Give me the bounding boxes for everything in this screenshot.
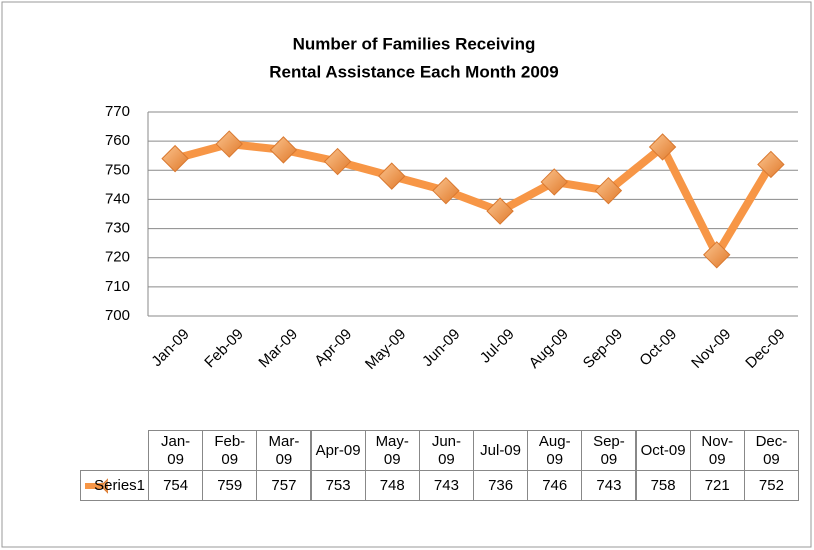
y-tick-label: 750: [105, 161, 130, 178]
y-tick-label: 740: [105, 190, 130, 207]
table-header: Feb-09: [202, 430, 258, 471]
data-point: [378, 162, 406, 190]
table-header: Oct-09: [635, 430, 691, 471]
table-value: 736: [473, 470, 529, 501]
table-value: 753: [310, 470, 366, 501]
y-tick-label: 700: [105, 307, 130, 324]
data-point: [703, 241, 731, 269]
data-point: [432, 176, 460, 205]
data-point: [215, 130, 243, 158]
y-tick-label: 760: [105, 132, 130, 149]
table-value: 743: [418, 470, 474, 501]
table-value: 759: [202, 470, 258, 501]
table-value: 721: [689, 470, 745, 501]
table-header: Jul-09: [473, 430, 529, 471]
table-legend: Series1: [80, 470, 149, 501]
data-point: [594, 176, 623, 205]
data-point: [757, 150, 785, 179]
table-value: 754: [148, 470, 204, 501]
table-header: Aug-09: [527, 430, 583, 471]
table-value: 748: [364, 470, 420, 501]
table-value: 758: [635, 470, 691, 501]
table-header: Apr-09: [310, 430, 366, 471]
chart-subtitle: Rental Assistance Each Month 2009: [269, 62, 558, 81]
data-point: [161, 144, 189, 173]
table-header: Jan-09: [148, 430, 204, 471]
y-tick-label: 730: [105, 220, 130, 237]
data-point: [540, 168, 568, 196]
legend-label: Series1: [94, 476, 145, 494]
table-header: May-09: [364, 430, 420, 471]
data-point: [648, 133, 677, 161]
y-tick-label: 720: [105, 249, 130, 266]
table-header: Dec-09: [743, 430, 799, 471]
data-point: [323, 147, 352, 176]
table-header: Nov-09: [689, 430, 745, 471]
table-value: 757: [256, 470, 312, 501]
table-header: Sep-09: [581, 430, 637, 471]
data-point: [269, 136, 298, 164]
table-header: Mar-09: [256, 430, 312, 471]
legend-icon: [85, 477, 109, 494]
table-header: Jun-09: [418, 430, 474, 471]
table-value: 752: [743, 470, 799, 501]
y-tick-label: 710: [105, 278, 130, 295]
chart-title: Number of Families Receiving: [293, 34, 536, 53]
data-point: [486, 197, 514, 225]
y-tick-label: 770: [105, 103, 130, 120]
table-value: 746: [527, 470, 583, 501]
table-value: 743: [581, 470, 637, 501]
